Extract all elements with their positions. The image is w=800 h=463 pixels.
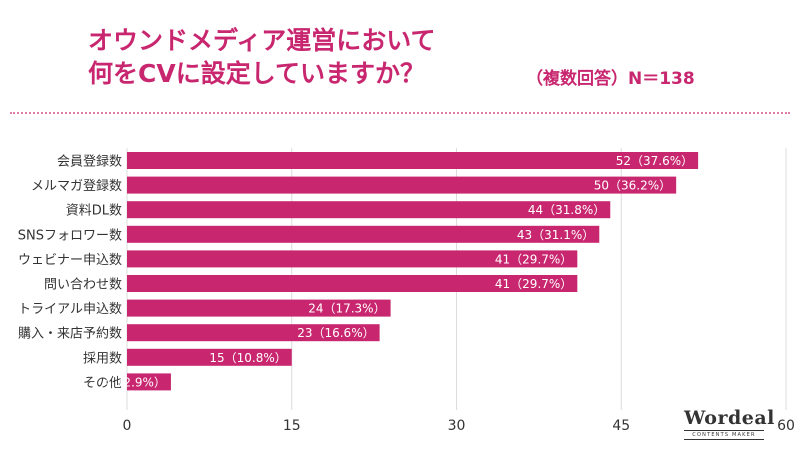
dotted-divider (10, 112, 790, 114)
category-label: トライアル申込数 (18, 302, 122, 317)
category-label: 資料DL数 (66, 204, 122, 219)
value-label: 50（36.2%） (594, 179, 671, 193)
category-label: 会員登録数 (57, 155, 122, 170)
value-label: 41（29.7%） (495, 277, 572, 291)
value-label: 4（2.9%） (104, 375, 166, 389)
chart-title: オウンドメディア運営において 何をCVに設定していますか？ (88, 24, 436, 90)
category-label: その他 (83, 376, 122, 391)
bar (127, 348, 292, 366)
brand-wordmark: Wordeal (684, 407, 775, 429)
category-label: メルマガ登録数 (31, 179, 122, 194)
category-label: ウェビナー申込数 (18, 253, 122, 268)
value-label: 52（37.6%） (616, 154, 693, 168)
category-label: 採用数 (83, 351, 122, 366)
x-tick-label: 45 (612, 418, 630, 434)
bar (127, 225, 600, 243)
value-label: 43（31.1%） (517, 228, 594, 242)
value-label: 15（10.8%） (209, 351, 286, 365)
bar (127, 201, 611, 219)
x-tick-label: 0 (123, 418, 132, 434)
category-label: 問い合わせ数 (44, 278, 122, 293)
bar (127, 250, 578, 268)
value-label: 24（17.3%） (308, 302, 385, 316)
bar (127, 275, 578, 292)
bar (127, 176, 677, 194)
bar (127, 152, 699, 169)
title-line-1: オウンドメディア運営において (88, 26, 436, 55)
value-label: 44（31.8%） (528, 203, 605, 217)
brand-logo: Wordeal CONTENTS MAKER (684, 407, 775, 440)
value-label: 23（16.6%） (297, 326, 374, 340)
x-tick-label: 30 (448, 418, 466, 434)
category-label: 購入・来店予約数 (18, 327, 122, 342)
bar (127, 324, 380, 342)
brand-tagline: CONTENTS MAKER (684, 430, 764, 440)
sample-note: （複数回答）N＝138 (526, 69, 695, 89)
bar (127, 373, 171, 391)
value-label: 41（29.7%） (495, 252, 572, 266)
x-tick-label: 60 (777, 418, 795, 434)
category-label: SNSフォロワー数 (18, 228, 122, 243)
title-line-2: 何をCVに設定していますか？ (88, 59, 425, 88)
x-tick-label: 15 (283, 418, 301, 434)
bar (127, 299, 391, 317)
